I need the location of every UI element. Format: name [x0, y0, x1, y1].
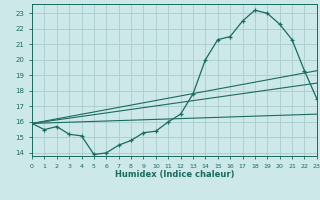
X-axis label: Humidex (Indice chaleur): Humidex (Indice chaleur): [115, 170, 234, 179]
